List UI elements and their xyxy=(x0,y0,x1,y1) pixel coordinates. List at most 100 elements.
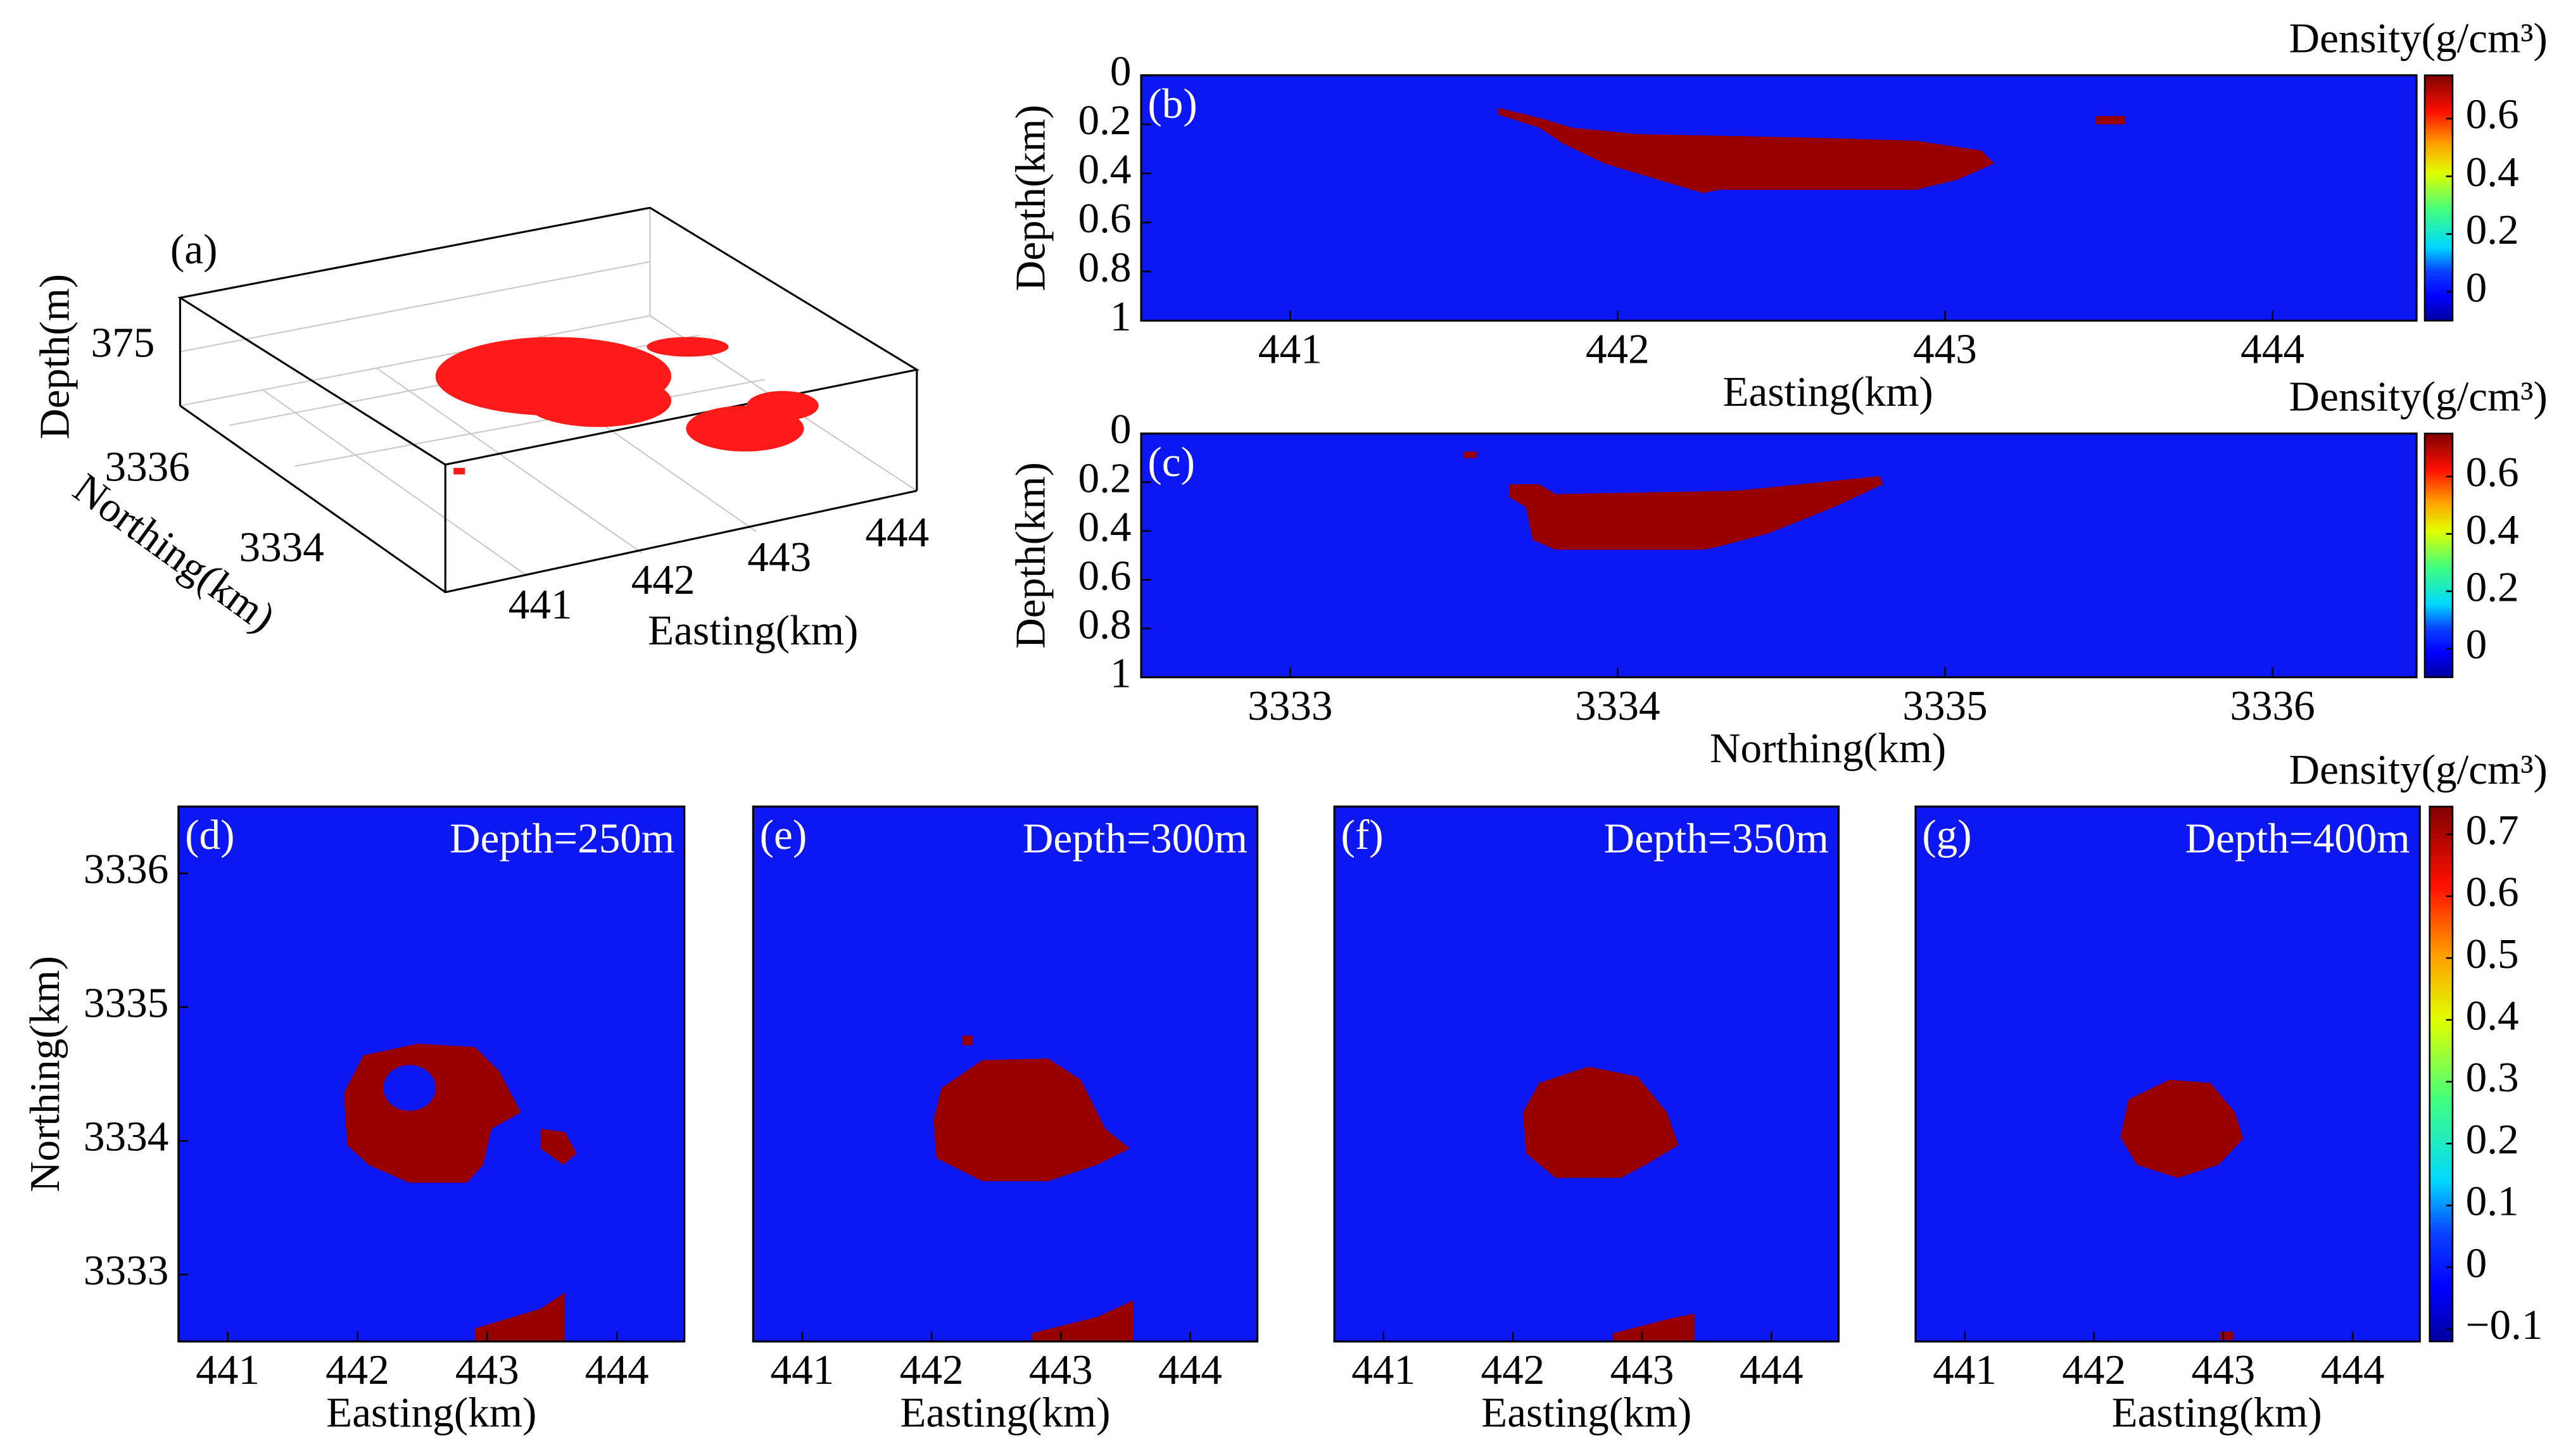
x-tick-label: 442 xyxy=(1481,1346,1545,1393)
colorbar-tick-label: 0.1 xyxy=(2466,1177,2519,1225)
y-axis-label: Depth(km) xyxy=(1006,104,1054,291)
grid-3d xyxy=(262,389,528,577)
x-tick-label: 444 xyxy=(1158,1346,1222,1393)
anomaly xyxy=(1612,1314,1695,1342)
plot-frame xyxy=(752,805,1259,1343)
y-tick-label: 0.6 xyxy=(1078,551,1132,599)
colorbar-tick-label: 0.6 xyxy=(2466,91,2519,138)
colorbar-tick-label: 0.4 xyxy=(2466,992,2519,1039)
x-axis-label: Northing(km) xyxy=(1710,724,1946,772)
y-tick-label: 3336 xyxy=(84,845,168,893)
y-tick-label: 3335 xyxy=(84,979,168,1026)
colorbar-tick-label: 0.3 xyxy=(2466,1053,2519,1101)
y-tick-label: 0 xyxy=(1110,47,1132,94)
y-tick-label: 3333 xyxy=(84,1246,168,1294)
panel-label: (e) xyxy=(760,811,807,858)
colorbar-title: Density(g/cm³) xyxy=(2289,746,2548,793)
x-tick-label: 3334 xyxy=(1575,682,1660,729)
y-axis-label: Northing(km) xyxy=(21,956,68,1192)
x-tick-label: 441 xyxy=(1258,325,1322,373)
anomaly xyxy=(1031,1300,1134,1342)
x-axis-label: Easting(km) xyxy=(1723,368,1933,415)
grid-3d xyxy=(294,379,765,467)
y-tick-label: 3334 xyxy=(239,523,324,570)
anomaly xyxy=(1463,451,1477,458)
anomaly xyxy=(1522,1066,1679,1178)
x-tick-label: 443 xyxy=(747,533,811,581)
x-tick-label: 444 xyxy=(585,1346,649,1393)
x-tick-label: 441 xyxy=(196,1346,260,1393)
anomaly-cluster xyxy=(647,337,729,357)
x-tick-label: 3336 xyxy=(2230,682,2315,729)
anomaly xyxy=(1509,476,1883,550)
panel-label: (c) xyxy=(1147,438,1195,486)
x-axis-label: Easting(km) xyxy=(900,1388,1110,1436)
x-tick-label: 442 xyxy=(325,1346,389,1393)
panel-label: (b) xyxy=(1147,80,1197,127)
x-tick-label: 444 xyxy=(1740,1346,1804,1393)
colorbar-tick-label: 0 xyxy=(2466,620,2487,668)
panel-label: (a) xyxy=(170,225,218,273)
panel-subtitle: Depth=350m xyxy=(1604,814,1829,862)
y-tick-label: 1 xyxy=(1110,649,1132,696)
plot-frame xyxy=(1140,432,2418,679)
anomaly xyxy=(2120,1079,2244,1178)
x-tick-label: 443 xyxy=(1913,325,1977,373)
y-tick-label: 0.6 xyxy=(1078,194,1132,242)
x-tick-label: 442 xyxy=(631,556,695,603)
x-axis-label: Easting(km) xyxy=(326,1388,536,1436)
section-field xyxy=(1141,75,2417,321)
x-axis-label: Easting(km) xyxy=(1481,1388,1691,1436)
plot-frame xyxy=(177,805,686,1343)
anomaly xyxy=(933,1058,1130,1181)
plot-frame xyxy=(1914,805,2421,1343)
anomaly-cluster xyxy=(746,391,819,421)
y-tick-label: 0 xyxy=(1110,405,1132,453)
x-tick-label: 441 xyxy=(1933,1346,1997,1393)
x-tick-label: 444 xyxy=(865,508,929,556)
anomaly xyxy=(474,1292,565,1342)
z-axis-label: Depth(m) xyxy=(30,274,78,439)
anomaly-cluster xyxy=(453,468,465,475)
colorbar-tick-label: 0.7 xyxy=(2466,806,2519,853)
plot-frame xyxy=(1333,805,1840,1343)
colorbar-tick-label: 0.2 xyxy=(2466,563,2519,610)
y-tick-label: 3336 xyxy=(104,443,189,491)
y-tick-label: 1 xyxy=(1110,292,1132,340)
grid-3d xyxy=(180,261,650,353)
anomaly xyxy=(963,1035,973,1046)
panel-label: (g) xyxy=(1922,811,1971,858)
colorbar-tick-label: 0.4 xyxy=(2466,506,2519,553)
x-tick-label: 442 xyxy=(1586,325,1650,373)
plot-frame xyxy=(1140,74,2418,322)
colorbar xyxy=(2429,805,2454,1343)
colorbar-tick-label: −0.1 xyxy=(2466,1301,2543,1348)
colorbar-tick-label: 0 xyxy=(2466,263,2487,311)
y-tick-label: 0.4 xyxy=(1078,503,1132,550)
y-tick-label: 0.2 xyxy=(1078,454,1132,501)
y-tick-label: 0.8 xyxy=(1078,600,1132,648)
x-tick-label: 442 xyxy=(2062,1346,2126,1393)
colorbar-tick-label: 0.2 xyxy=(2466,206,2519,253)
x-tick-label: 441 xyxy=(509,581,572,628)
x-tick-label: 443 xyxy=(1029,1346,1093,1393)
y-tick-label: 0.2 xyxy=(1078,96,1132,144)
section-field xyxy=(1141,433,2417,677)
panel-subtitle: Depth=250m xyxy=(450,814,674,862)
colorbar-tick-label: 0.6 xyxy=(2466,448,2519,496)
anomaly xyxy=(2220,1331,2234,1340)
colorbar xyxy=(2423,432,2454,679)
anomaly xyxy=(540,1129,577,1165)
x-tick-label: 444 xyxy=(2321,1346,2385,1393)
x-tick-label: 441 xyxy=(1351,1346,1415,1393)
anomaly xyxy=(2095,116,2125,125)
grid-3d xyxy=(376,367,643,554)
x-tick-label: 443 xyxy=(455,1346,519,1393)
x-tick-label: 442 xyxy=(900,1346,964,1393)
panel-a-frame xyxy=(177,206,920,594)
x-tick-label: 3335 xyxy=(1902,682,1987,729)
y-tick-label: 0.4 xyxy=(1078,145,1132,192)
x-tick-label: 444 xyxy=(2240,325,2304,373)
x-tick-label: 441 xyxy=(770,1346,834,1393)
